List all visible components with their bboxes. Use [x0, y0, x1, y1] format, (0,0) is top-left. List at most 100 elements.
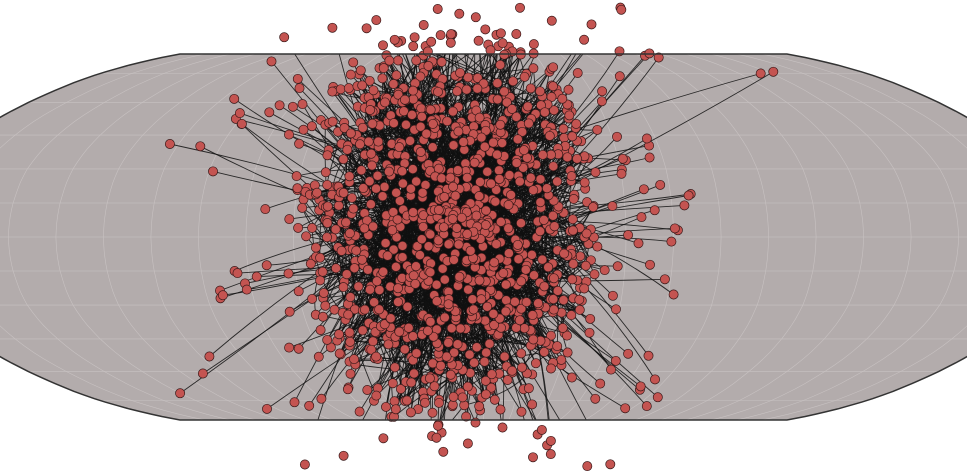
- network-node: [515, 2, 525, 13]
- network-node: [470, 12, 481, 23]
- network-node: [312, 187, 322, 198]
- network-node: [605, 459, 616, 470]
- network-node: [548, 62, 559, 73]
- network-edge: [449, 242, 588, 420]
- network-node: [397, 178, 408, 189]
- network-node: [403, 322, 414, 333]
- network-node: [374, 304, 385, 315]
- network-node: [333, 200, 344, 211]
- network-node: [623, 348, 634, 359]
- network-node: [284, 342, 295, 353]
- network-node: [344, 327, 355, 338]
- network-node: [434, 397, 444, 408]
- network-node: [292, 73, 303, 84]
- network-node: [454, 8, 465, 19]
- network-node: [623, 230, 634, 240]
- network-node: [492, 94, 503, 105]
- network-node: [612, 131, 622, 142]
- network-node: [514, 315, 525, 326]
- network-node: [564, 110, 575, 121]
- network-node: [511, 157, 522, 168]
- network-node: [546, 15, 557, 26]
- network-node: [416, 234, 427, 245]
- network-node: [455, 323, 466, 334]
- network-node: [476, 132, 487, 143]
- network-node: [420, 397, 430, 408]
- network-node: [262, 403, 272, 414]
- network-node: [414, 250, 425, 261]
- network-node: [229, 93, 240, 104]
- network-node: [291, 171, 302, 182]
- network-node: [372, 170, 383, 181]
- network-node: [433, 235, 444, 246]
- network-node: [588, 202, 599, 213]
- network-node: [467, 294, 478, 305]
- network-node: [405, 135, 416, 146]
- network-node: [260, 204, 271, 215]
- network-node: [519, 145, 529, 156]
- network-edge: [373, 83, 484, 94]
- network-node: [322, 232, 332, 243]
- network-node: [490, 196, 501, 207]
- network-node: [568, 225, 578, 236]
- network-node: [453, 126, 464, 137]
- network-node: [546, 149, 556, 160]
- network-node: [525, 83, 536, 94]
- network-node: [385, 313, 396, 324]
- network-node: [488, 137, 499, 148]
- network-node: [526, 249, 537, 260]
- network-node: [574, 304, 585, 315]
- network-edge: [429, 214, 454, 379]
- network-node: [512, 239, 523, 250]
- network-node: [358, 183, 369, 194]
- network-node: [447, 106, 458, 117]
- network-node: [348, 57, 359, 68]
- network-node: [236, 118, 247, 129]
- network-node: [327, 86, 338, 97]
- network-node: [427, 142, 438, 153]
- network-node: [479, 356, 490, 367]
- network-node: [384, 166, 394, 177]
- network-node: [393, 297, 404, 307]
- network-node: [341, 217, 351, 228]
- network-node: [516, 218, 526, 229]
- network-node: [503, 248, 514, 259]
- network-node: [402, 395, 412, 406]
- network-node: [388, 207, 399, 218]
- network-node: [527, 310, 538, 321]
- network-node: [649, 205, 660, 216]
- network-node: [405, 407, 416, 418]
- network-node: [585, 313, 596, 324]
- network-node: [408, 207, 419, 218]
- network-node: [645, 259, 655, 270]
- network-node: [499, 49, 510, 60]
- network-node: [669, 223, 680, 234]
- network-node: [355, 65, 366, 76]
- network-node: [294, 138, 305, 149]
- network-node: [431, 296, 442, 307]
- network-node: [208, 166, 218, 177]
- network-node: [537, 254, 548, 265]
- network-node: [241, 284, 252, 295]
- network-node: [481, 347, 492, 358]
- network-node: [423, 61, 434, 71]
- network-node: [528, 63, 539, 74]
- network-node: [438, 222, 449, 233]
- network-node: [345, 69, 356, 80]
- network-node: [394, 142, 405, 153]
- network-node: [344, 228, 355, 239]
- network-node: [666, 236, 677, 247]
- network-node: [501, 97, 512, 108]
- network-node: [543, 262, 554, 273]
- network-node: [330, 224, 341, 235]
- network-node: [364, 75, 375, 86]
- network-node: [652, 392, 663, 403]
- network-node: [650, 374, 660, 385]
- network-node: [473, 35, 484, 46]
- network-node: [415, 71, 426, 82]
- network-node: [452, 165, 463, 176]
- network-node: [378, 40, 388, 51]
- network-node: [548, 304, 559, 315]
